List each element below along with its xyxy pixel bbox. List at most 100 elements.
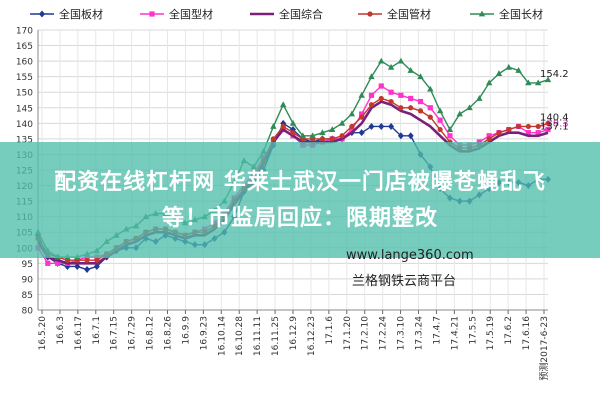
- data-point: [476, 95, 483, 101]
- data-point: [398, 92, 404, 98]
- y-tick-label: 85: [22, 291, 33, 301]
- data-point: [545, 126, 551, 133]
- data-point: [505, 63, 512, 70]
- data-point: [535, 123, 541, 130]
- data-point: [427, 114, 433, 120]
- data-point: [446, 126, 454, 132]
- x-tick-label: 16.6.3: [56, 316, 66, 345]
- news-banner[interactable]: 配资在线杠杆网 华莱士武汉一门店被曝苍蝇乱飞 等！市监局回应：限期整改: [0, 142, 600, 258]
- data-point: [290, 130, 296, 136]
- legend-item: 全国综合: [250, 7, 323, 21]
- x-tick-label: 16.8.26: [164, 316, 174, 351]
- data-point: [329, 136, 335, 142]
- data-point: [349, 126, 355, 133]
- legend-item: 全国长材: [470, 7, 543, 21]
- y-tick-label: 80: [22, 307, 34, 317]
- data-point: [436, 107, 444, 114]
- x-tick-label: 17.3.24: [415, 316, 425, 351]
- y-tick-label: 95: [22, 260, 33, 270]
- watermark-name: 兰格钢铁云商平台: [352, 274, 457, 289]
- chart-legend: 全国板材 全国型材 全国综合 全国管材 全国长材: [30, 7, 543, 21]
- data-point: [408, 95, 414, 102]
- data-point: [359, 114, 365, 120]
- x-tick-label: 16.12.9: [289, 316, 299, 351]
- data-point: [270, 136, 276, 142]
- data-point: [270, 123, 277, 129]
- data-point: [427, 105, 433, 111]
- data-point: [348, 110, 356, 117]
- data-point: [378, 57, 385, 64]
- data-point: [388, 98, 394, 105]
- data-point: [407, 132, 414, 140]
- banner-headline-line2[interactable]: 等！市监局回应：限期整改: [161, 206, 438, 231]
- legend-label: 全国综合: [279, 7, 323, 21]
- x-tick-label: 16.12.23: [307, 316, 317, 356]
- legend-label: 全国管材: [387, 7, 431, 21]
- x-tick-label: 17.4.21: [450, 316, 460, 350]
- data-point: [525, 123, 531, 130]
- watermark-url: www.lange360.com: [346, 248, 474, 263]
- data-point: [378, 122, 385, 130]
- data-point: [506, 126, 512, 133]
- x-tick-label: 16.10.14: [217, 316, 227, 356]
- x-tick-label: 16.9.9: [181, 316, 191, 345]
- data-point: [408, 105, 414, 111]
- x-tick-label: 17.3.10: [397, 316, 407, 351]
- legend-item: 全国管材: [358, 7, 431, 21]
- data-point: [417, 98, 424, 105]
- series-end-label: 154.2: [540, 69, 569, 80]
- x-tick-label: 17.5.5: [468, 316, 478, 345]
- data-point: [279, 101, 287, 108]
- data-point: [349, 123, 355, 130]
- data-point: [359, 111, 365, 117]
- x-tick-label: 17.4.7: [432, 316, 442, 345]
- data-point: [466, 104, 473, 111]
- data-point: [388, 122, 395, 130]
- data-point: [417, 73, 424, 80]
- data-point: [378, 95, 384, 102]
- x-tick-label: 16.10.28: [235, 316, 245, 356]
- legend-label: 全国长材: [499, 7, 543, 21]
- data-point: [397, 57, 405, 64]
- data-point: [515, 67, 522, 73]
- data-point: [84, 257, 90, 263]
- y-tick-label: 90: [22, 275, 34, 285]
- data-point: [368, 122, 375, 130]
- data-point: [535, 130, 541, 136]
- data-point: [485, 79, 493, 86]
- series-end-label: 140.4: [540, 112, 569, 123]
- x-tick-label: 16.5.20: [38, 316, 48, 351]
- data-point: [525, 79, 532, 86]
- data-point: [476, 139, 482, 145]
- data-point: [407, 67, 414, 73]
- data-point: [329, 126, 336, 132]
- data-point: [368, 73, 375, 80]
- data-point: [388, 89, 394, 95]
- banner-headline-line1[interactable]: 配资在线杠杆网 华莱士武汉一门店被曝苍蝇乱飞: [54, 170, 546, 195]
- data-point: [39, 10, 45, 18]
- x-tick-label: 16.11.25: [271, 316, 281, 356]
- data-point: [309, 132, 316, 139]
- data-point: [525, 130, 531, 136]
- data-point: [358, 129, 365, 137]
- x-tick-label: 16.9.23: [199, 316, 209, 350]
- x-tick-label: 17.5.19: [486, 316, 496, 351]
- x-tick-label: 16.7.1: [92, 316, 102, 345]
- x-tick-label: 16.11.11: [253, 316, 263, 356]
- data-point: [289, 119, 297, 126]
- x-tick-label: 16.6.17: [74, 316, 84, 350]
- data-point: [417, 108, 424, 114]
- data-point: [280, 123, 286, 130]
- data-point: [378, 83, 384, 89]
- x-axis: 16.5.20 16.6.3 16.6.17 16.7.1 16.7.15 16.7.29…: [38, 309, 550, 381]
- data-point: [398, 105, 404, 111]
- data-point: [45, 260, 51, 266]
- data-point: [545, 120, 551, 126]
- y-tick-label: 155: [16, 73, 33, 83]
- data-point: [368, 102, 375, 108]
- x-tick-label: 17.2.10: [361, 316, 371, 351]
- data-point: [94, 257, 100, 263]
- data-point: [495, 70, 503, 76]
- x-tick-label: 17.1.20: [343, 316, 353, 351]
